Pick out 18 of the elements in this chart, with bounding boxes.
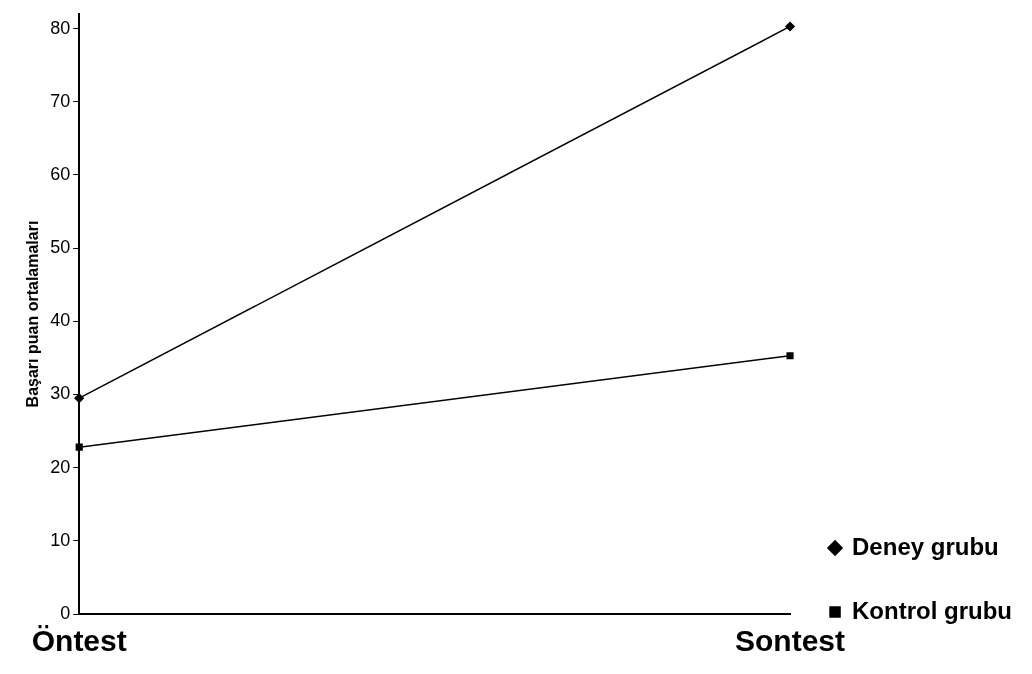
y-tick-label: 60 <box>50 163 71 184</box>
legend-label: Kontrol grubu <box>852 596 1013 624</box>
y-tick-label: 70 <box>50 90 71 111</box>
y-tick-label: 0 <box>60 602 71 623</box>
x-tick-label: Sontest <box>735 624 846 658</box>
y-tick-label: 30 <box>50 383 71 404</box>
x-tick-label: Öntest <box>31 624 127 658</box>
y-tick-label: 40 <box>50 310 71 331</box>
y-tick-label: 50 <box>50 237 71 258</box>
legend-label: Deney grubu <box>852 532 999 560</box>
y-axis-title: Başarı puan ortalamaları <box>24 220 42 408</box>
point <box>785 21 795 32</box>
point <box>786 352 794 360</box>
point <box>75 443 83 451</box>
point <box>74 393 84 403</box>
y-tick-label: 20 <box>50 456 71 477</box>
y-tick-label: 80 <box>50 17 71 38</box>
y-tick-label: 10 <box>50 529 71 550</box>
